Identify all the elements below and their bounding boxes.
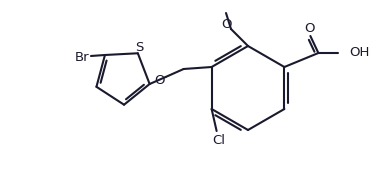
Text: Cl: Cl: [212, 134, 225, 147]
Text: S: S: [135, 41, 143, 54]
Text: Br: Br: [74, 51, 89, 64]
Text: OH: OH: [349, 46, 370, 60]
Text: O: O: [221, 19, 231, 32]
Text: O: O: [154, 75, 165, 87]
Text: O: O: [304, 22, 314, 35]
